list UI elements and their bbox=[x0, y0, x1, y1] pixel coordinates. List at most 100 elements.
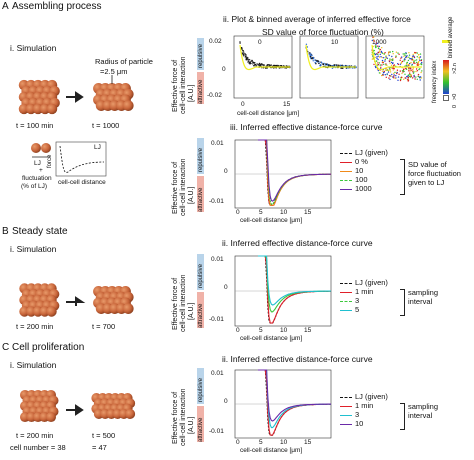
c-ytick-zero: 0 bbox=[224, 398, 228, 405]
scatter-point bbox=[401, 70, 404, 72]
scatter-point bbox=[415, 68, 418, 70]
sd-100-curve bbox=[258, 139, 331, 205]
c-curve-plot bbox=[234, 369, 332, 439]
c-xlabel: cell-cell distance [μm] bbox=[240, 447, 303, 454]
freq-top-label: >2.n bbox=[452, 63, 458, 74]
legend-entry: LJ (given) bbox=[340, 392, 388, 401]
scatter-point bbox=[406, 63, 408, 65]
scatter-point bbox=[377, 58, 379, 61]
section-c-n1: cell number = 38 bbox=[10, 443, 66, 452]
legend-entry: 5 bbox=[340, 305, 359, 314]
a-ii-ytick-bottom: -0.02 bbox=[207, 92, 222, 99]
legend-entry: 0 % bbox=[340, 157, 368, 166]
scatter-point bbox=[376, 64, 379, 66]
scatter-point bbox=[408, 74, 410, 76]
scatter-point bbox=[375, 60, 378, 62]
legend-label: 3 bbox=[355, 296, 360, 305]
scatter-point bbox=[326, 63, 329, 65]
radius-text-2: =2.5 μm bbox=[100, 67, 128, 76]
b-legend: LJ (given) 1 min 3 5 sampling interval bbox=[340, 278, 470, 328]
scatter-point bbox=[379, 51, 381, 54]
scatter-point bbox=[242, 55, 245, 57]
scatter-point bbox=[405, 52, 407, 54]
legend-note: sampling bbox=[408, 288, 439, 297]
scatter-point bbox=[338, 64, 340, 66]
scatter-point bbox=[396, 72, 398, 74]
panel-b-title: ii. Inferred effective distance-force cu… bbox=[222, 238, 373, 248]
scatter-point bbox=[404, 53, 406, 55]
legend-note: SD value of bbox=[408, 160, 447, 169]
scatter-point bbox=[377, 53, 379, 56]
scatter-point bbox=[404, 56, 407, 58]
scatter-point bbox=[378, 45, 380, 48]
scatter-point bbox=[316, 59, 318, 62]
binned-average-line bbox=[305, 44, 356, 71]
c-yaxis-2: cell-cell interaction bbox=[180, 388, 187, 446]
scatter-point bbox=[311, 54, 313, 57]
scatter-point bbox=[318, 62, 320, 65]
scatter-point bbox=[384, 74, 386, 76]
a-iii-attractive-band bbox=[197, 176, 204, 212]
section-a-t1: t = 100 min bbox=[16, 121, 54, 130]
scatter-point bbox=[402, 53, 404, 55]
scatter-point bbox=[311, 58, 313, 60]
scatter-point bbox=[407, 67, 410, 69]
scatter-point bbox=[305, 43, 308, 45]
scatter-point bbox=[266, 64, 269, 66]
a-iii-yaxis-2: cell-cell interaction bbox=[180, 158, 187, 216]
legend-swatch bbox=[340, 152, 352, 154]
b-curve-plot bbox=[234, 255, 332, 327]
scatter-point bbox=[388, 54, 390, 57]
scatter-point bbox=[246, 59, 248, 61]
scatter-point bbox=[383, 53, 386, 55]
scatter-point bbox=[381, 70, 384, 72]
inset-force-label: force bbox=[47, 154, 53, 168]
panel-c-title: ii. Inferred effective distance-force cu… bbox=[222, 354, 373, 364]
scatter-point bbox=[408, 64, 411, 66]
scatter-point bbox=[410, 58, 412, 60]
scatter-point bbox=[410, 75, 413, 77]
scatter-point bbox=[274, 64, 276, 67]
scatter-point bbox=[242, 54, 245, 56]
scatter-point bbox=[388, 51, 390, 53]
scatter-point bbox=[383, 57, 385, 59]
scatter-point bbox=[412, 55, 414, 57]
scatter-point bbox=[412, 53, 414, 56]
scatter-point bbox=[249, 61, 251, 64]
scatter-point bbox=[384, 58, 386, 61]
scatter-point bbox=[393, 74, 395, 76]
scatter-point bbox=[282, 65, 285, 67]
b-yaxis-1: Effective force of bbox=[172, 277, 179, 330]
c-ytick-bottom: -0.01 bbox=[209, 428, 224, 435]
legend-swatch bbox=[340, 423, 352, 425]
scatter-point bbox=[419, 59, 421, 61]
a-ii-xtick-0: 0 bbox=[241, 101, 245, 108]
scatter-point bbox=[404, 73, 406, 75]
scatter-point bbox=[256, 63, 258, 65]
interval-10-curve bbox=[258, 369, 331, 422]
a-iii-yaxis-1: Effective force of bbox=[172, 161, 179, 214]
a-iii-xtick-10: 10 bbox=[280, 209, 288, 216]
legend-label: 1 min bbox=[355, 287, 374, 296]
scatter-point bbox=[398, 73, 400, 75]
scatter-point bbox=[388, 75, 391, 77]
scatter-point bbox=[391, 67, 393, 69]
scatter-point bbox=[387, 71, 390, 73]
scatter-point bbox=[393, 72, 395, 75]
scatter-point bbox=[381, 51, 383, 54]
c-repulsive-label: repulsive bbox=[198, 377, 204, 402]
scatter-point bbox=[389, 51, 391, 53]
interval-3-curve bbox=[258, 369, 331, 429]
section-a-letter: A bbox=[2, 1, 9, 12]
c-yaxis-3: [A.U.] bbox=[188, 416, 195, 434]
legend-label: LJ (given) bbox=[355, 278, 388, 287]
scatter-point bbox=[254, 62, 256, 64]
legend-swatch bbox=[340, 396, 352, 398]
legend-label: LJ (given) bbox=[355, 148, 388, 157]
legend-entry: 3 bbox=[340, 296, 359, 305]
b-xtick-15: 15 bbox=[304, 327, 312, 334]
scatter-point bbox=[258, 62, 261, 65]
scatter-point bbox=[375, 46, 377, 49]
scatter-point bbox=[315, 63, 317, 65]
